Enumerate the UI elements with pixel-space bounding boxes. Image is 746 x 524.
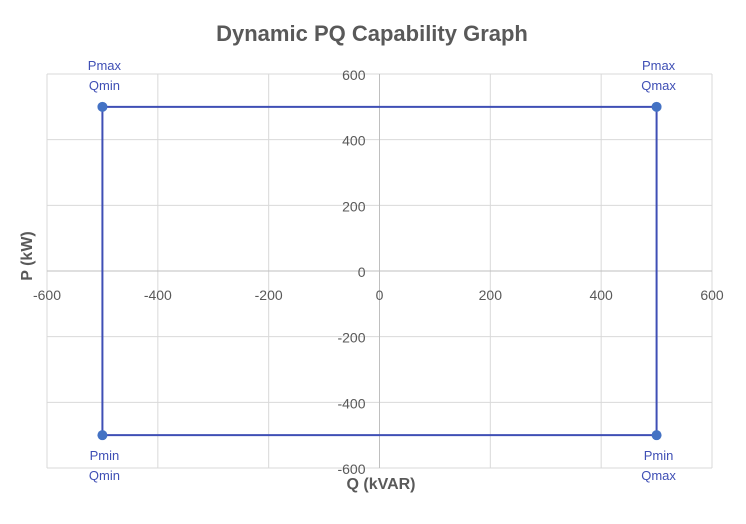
series [97, 101, 662, 441]
y-tick-label: -600 [337, 461, 365, 477]
x-tick-label: 0 [376, 287, 384, 303]
data-point-label: Qmax [641, 78, 676, 93]
data-point-label: Pmin [90, 448, 120, 463]
y-tick-label: 0 [358, 264, 366, 280]
x-axis-title: Q (kVAR) [346, 476, 415, 493]
y-tick-label: 400 [342, 133, 366, 149]
y-tick-label: -400 [337, 395, 365, 411]
data-point-label: Pmax [88, 58, 122, 73]
labels: Pmax Qmin Pmax Qmax Pmin Qmax Pmin Qmin [88, 58, 677, 483]
data-point-label: Qmin [89, 468, 120, 483]
x-tick-label: 600 [700, 287, 724, 303]
data-point-marker [97, 430, 108, 441]
y-tick-label: 200 [342, 198, 366, 214]
chart-title: Dynamic PQ Capability Graph [216, 21, 528, 46]
x-tick-label: -400 [144, 287, 172, 303]
x-tick-label: -600 [33, 287, 61, 303]
data-point-marker [651, 430, 662, 441]
x-tick-label: 400 [589, 287, 613, 303]
data-point-label: Pmin [644, 448, 674, 463]
axes: -600 -400 -200 0 200 400 600 -600 -400 -200 0 200 40… [33, 67, 724, 477]
data-point-label: Pmax [642, 58, 676, 73]
data-point-label: Qmax [641, 468, 676, 483]
data-point-marker [97, 101, 108, 112]
y-axis-title: P (kW) [19, 231, 36, 280]
x-tick-label: -200 [255, 287, 283, 303]
x-tick-label: 200 [479, 287, 503, 303]
y-tick-label: 600 [342, 67, 366, 83]
data-point-label: Qmin [89, 78, 120, 93]
data-point-marker [651, 101, 662, 112]
y-tick-label: -200 [337, 330, 365, 346]
